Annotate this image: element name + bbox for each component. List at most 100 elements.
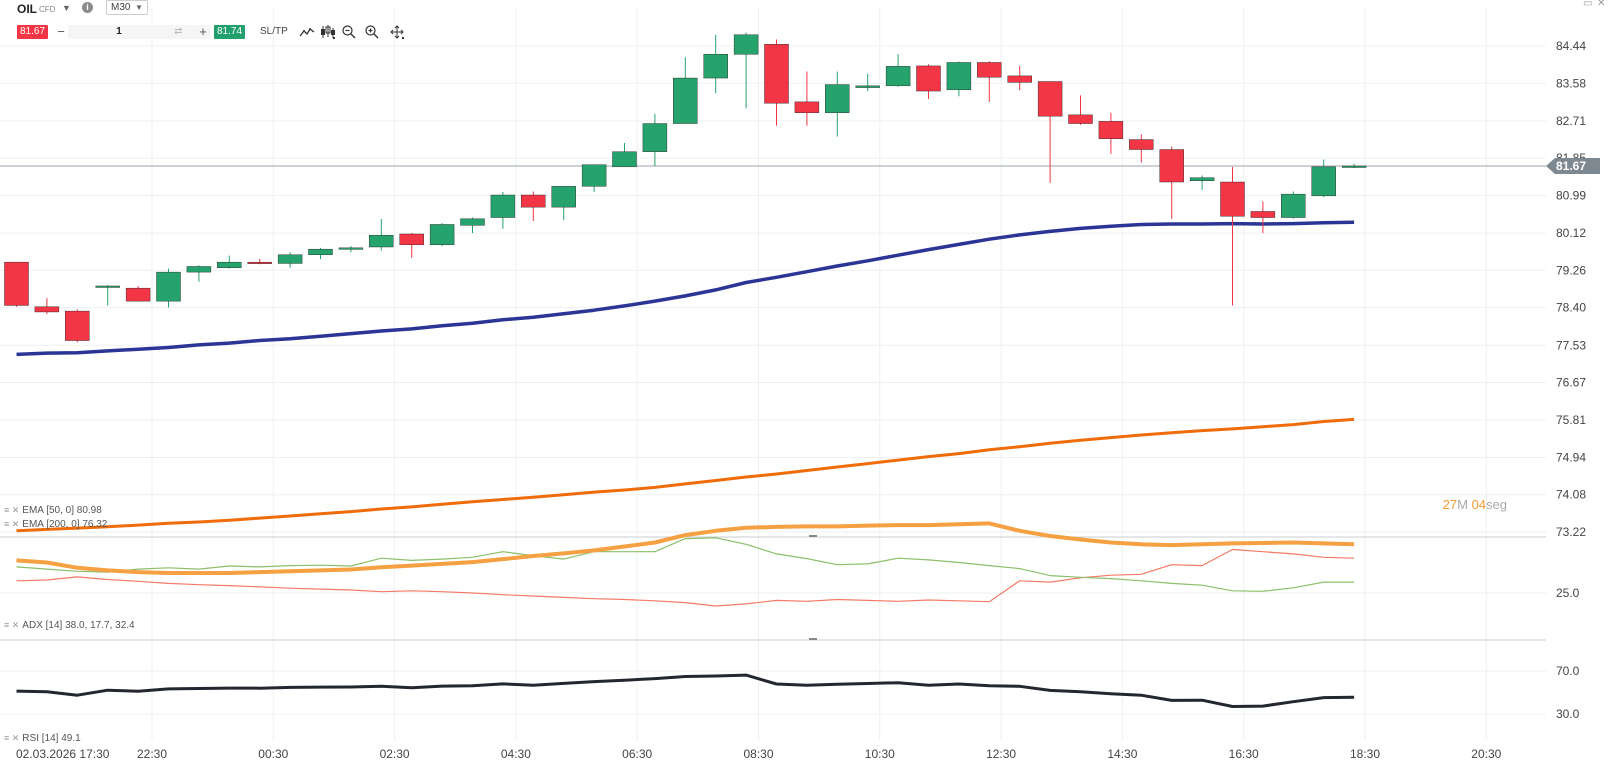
price-axis-label: 75.81 [1556,413,1586,427]
time-axis-label: 00:30 [258,747,288,761]
di-minus-line [16,548,1355,607]
line-chart-icon[interactable] [299,24,315,40]
price-axis-label: 77.53 [1556,338,1586,352]
buy-price-button[interactable]: 81.74 [214,25,245,39]
time-axis-label: 20:30 [1471,747,1501,761]
ema50-label[interactable]: ≡ ✕ EMA [50, 0] 80.98 [4,505,102,516]
candle [1037,81,1063,183]
candle [1220,166,1245,306]
candle-body [429,224,455,246]
candle [369,218,394,251]
time-axis-label: 22:30 [137,747,167,761]
window-icon[interactable]: ▭ [1583,0,1593,9]
time-axis-label: 16:30 [1229,747,1259,761]
candle-body [1189,177,1215,181]
candle [521,191,546,221]
candle [794,71,820,126]
price-axis-label: 80.99 [1556,188,1586,202]
candle-body [1159,149,1184,183]
candle-body [156,271,181,302]
candle [977,61,1002,102]
price-axis-label: 78.40 [1556,301,1586,315]
swap-icon[interactable]: ⇄ [174,26,183,37]
candle-body [1068,114,1093,124]
symbol-name[interactable]: OIL [17,2,37,16]
close-icon[interactable]: ✕ [1597,0,1606,9]
price-axis-label: 80.12 [1556,226,1586,240]
move-icon[interactable] [389,24,405,40]
candle-body [673,77,698,124]
info-icon[interactable]: i [82,2,93,13]
candle [399,233,424,258]
chevron-down-icon[interactable]: ▼ [62,3,71,13]
ema200-line [16,417,1355,533]
time-axis-label: 02:30 [380,747,410,761]
timeframe-select[interactable]: M30 ▼ [106,0,148,15]
candle [460,217,485,234]
candles-icon[interactable] [320,24,336,40]
candle-body [1250,211,1276,218]
candle-body [1037,81,1063,117]
minus-icon[interactable]: − [57,24,65,39]
rsi-label[interactable]: ≡ ✕ RSI [14] 49.1 [4,733,81,744]
candle-body [794,101,820,113]
adx-line [16,521,1355,575]
rsi-axis-label: 70.0 [1556,664,1580,678]
price-tag-text: 81.67 [1556,159,1586,173]
candle-body [703,54,728,79]
candle-body [186,266,212,273]
candle-body [1098,121,1124,139]
sltp-button[interactable]: SL/TP [260,26,288,37]
candle-body [977,62,1002,78]
candle [885,54,911,87]
plus-icon[interactable]: + [199,24,207,39]
candle-body [217,261,242,268]
candle-countdown-timer: 27M 04seg [1442,497,1507,512]
zoom-in-icon[interactable] [364,24,380,40]
quantity-input[interactable]: 1 [68,25,210,39]
candle-body [1220,181,1245,217]
price-axis: 84.4483.5882.7181.8580.9980.1279.2678.40… [1556,39,1586,721]
rsi-axis-label: 30.0 [1556,707,1580,721]
ema50-line [16,220,1355,357]
time-axis-label: 04:30 [501,747,531,761]
candle-body [65,310,90,341]
time-axis: 02.03.2026 17:30 22:30 00:30 02:30 04:30 06:3… [16,747,1502,761]
ema200-label[interactable]: ≡ ✕ EMA [200, 0] 76.32 [4,519,108,530]
adx-label[interactable]: ≡ ✕ ADX [14] 38.0, 17.7, 32.4 [4,620,135,631]
candle [65,309,90,343]
candle [612,143,637,168]
candle [277,252,303,268]
candle [703,34,728,94]
grid-lines [0,8,1546,740]
menu-icon[interactable]: ≡ ✕ [4,519,20,529]
menu-icon[interactable]: ≡ ✕ [4,733,20,743]
candle [1341,163,1367,169]
candle [673,57,698,124]
candle [1311,159,1336,198]
candle-body [95,285,120,288]
candle-body [277,254,303,264]
candle [34,298,60,315]
candle-body [855,85,880,88]
candle-body [733,34,759,55]
candle [156,268,181,308]
zoom-out-icon[interactable] [341,24,357,40]
candle-body [490,194,516,218]
candle-body [825,84,850,113]
sell-price-button[interactable]: 81.67 [17,25,48,39]
candle-body [642,123,668,152]
price-axis-label: 74.94 [1556,450,1586,464]
menu-icon[interactable]: ≡ ✕ [4,505,20,515]
price-axis-label: 73.22 [1556,525,1586,539]
candle-body [551,186,576,208]
candle-body [764,44,789,104]
candle [1098,112,1124,154]
candle [551,186,576,221]
menu-icon[interactable]: ≡ ✕ [4,620,20,630]
candle [581,164,607,192]
candle [642,114,668,166]
candle [825,71,850,137]
time-axis-label: 18:30 [1350,747,1380,761]
